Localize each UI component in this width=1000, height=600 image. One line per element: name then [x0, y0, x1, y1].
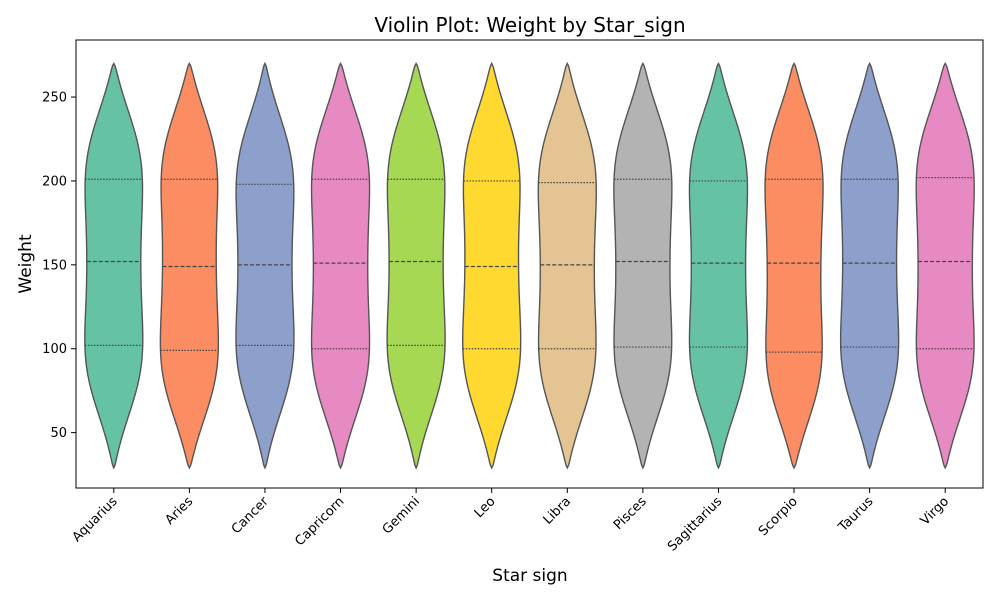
violin-aries	[159, 61, 220, 470]
violin-capricorn	[310, 61, 371, 470]
x-tick-label-sagittarius: Sagittarius	[665, 494, 725, 554]
x-axis: Aquarius Aries Cancer Capricorn Gemini Leo Lib…	[70, 488, 952, 554]
x-tick-label-pisces: Pisces	[611, 494, 650, 533]
violin-libra	[537, 61, 597, 470]
violins-group	[84, 61, 975, 470]
x-tick-label-leo: Leo	[472, 494, 499, 521]
y-axis: 50 100 150 200 250	[42, 91, 76, 441]
y-tick-label: 100	[42, 342, 67, 357]
y-tick-label: 250	[42, 91, 67, 106]
x-tick-label-virgo: Virgo	[918, 494, 952, 528]
violin-virgo	[915, 62, 975, 470]
x-tick-label-aries: Aries	[163, 494, 197, 528]
violin-pisces	[613, 61, 673, 470]
x-tick-label-aquarius: Aquarius	[70, 494, 121, 545]
y-tick-label: 200	[42, 174, 67, 189]
violin-taurus	[839, 61, 900, 470]
y-axis-label: Weight	[16, 234, 36, 294]
x-axis-label: Star sign	[492, 566, 567, 586]
x-tick-label-taurus: Taurus	[835, 494, 876, 535]
x-tick-label-capricorn: Capricorn	[292, 494, 347, 549]
violin-sagittarius	[688, 61, 749, 470]
x-tick-label-scorpio: Scorpio	[756, 494, 801, 539]
violin-aquarius	[84, 61, 144, 470]
y-tick-label: 150	[42, 258, 67, 273]
y-tick-label: 50	[50, 426, 67, 441]
x-tick-label-libra: Libra	[541, 494, 575, 528]
plot-area-frame	[75, 39, 984, 489]
chart-title: Violin Plot: Weight by Star_sign	[374, 13, 685, 37]
violin-scorpio	[764, 62, 824, 470]
x-tick-label-cancer: Cancer	[229, 494, 272, 537]
violin-gemini	[386, 61, 446, 470]
x-tick-label-gemini: Gemini	[380, 494, 423, 537]
violin-leo	[462, 61, 522, 470]
violin-cancer	[235, 61, 295, 470]
